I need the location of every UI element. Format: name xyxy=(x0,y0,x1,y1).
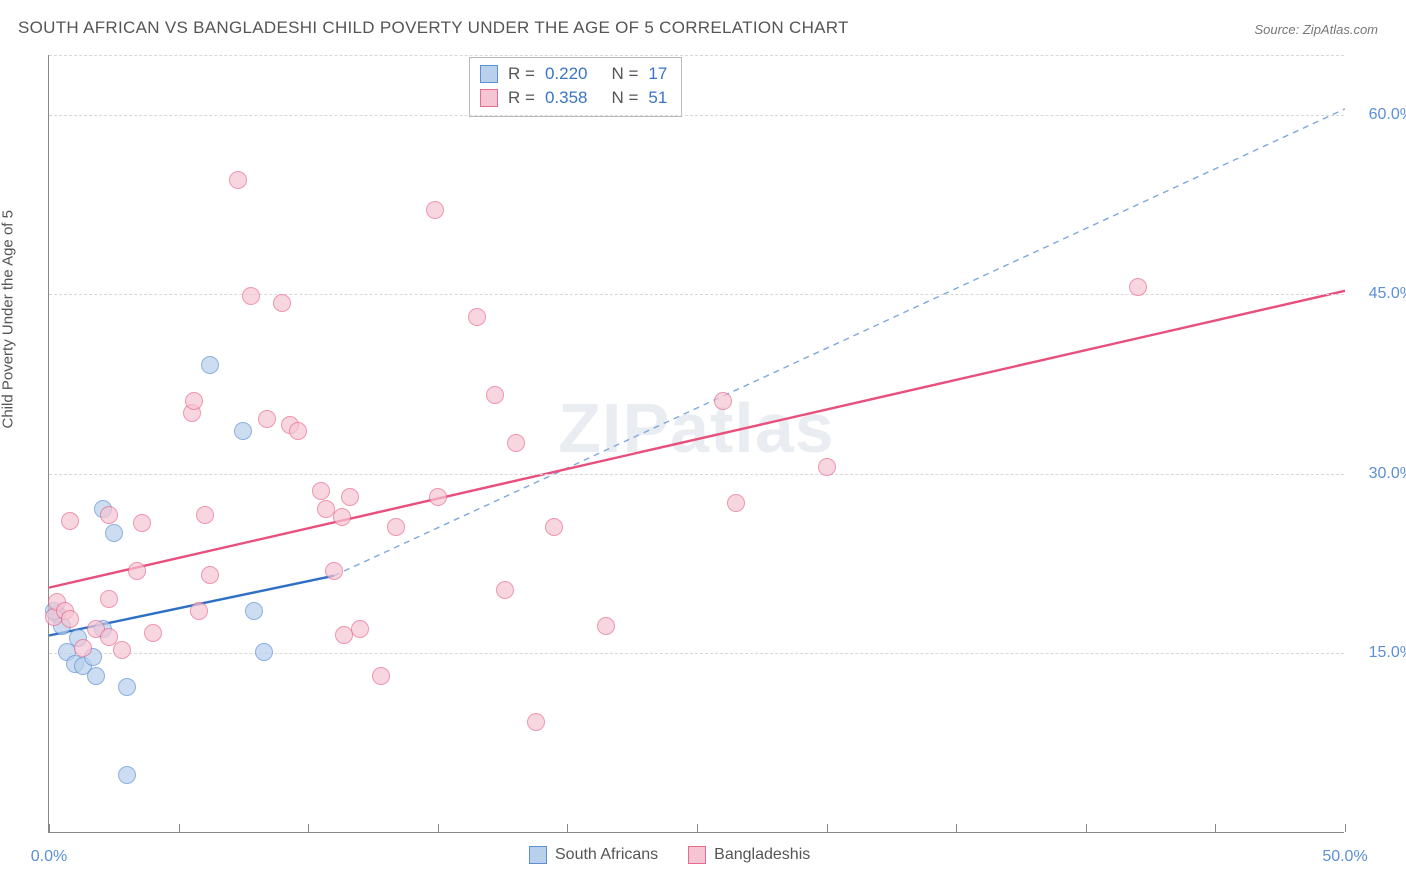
data-point xyxy=(727,494,745,512)
data-point xyxy=(312,482,330,500)
data-point xyxy=(597,617,615,635)
data-point xyxy=(545,518,563,536)
legend-item: South Africans xyxy=(529,846,658,864)
data-point xyxy=(118,678,136,696)
data-point xyxy=(100,506,118,524)
data-point xyxy=(133,514,151,532)
data-point xyxy=(100,590,118,608)
grid-line xyxy=(49,55,1344,56)
data-point xyxy=(426,201,444,219)
data-point xyxy=(118,766,136,784)
plot-area: ZIPatlas R =0.220N =17R =0.358N =51 Sout… xyxy=(48,55,1344,833)
data-point xyxy=(201,356,219,374)
data-point xyxy=(333,508,351,526)
legend-swatch xyxy=(688,846,706,864)
y-tick-label: 15.0% xyxy=(1354,644,1406,662)
data-point xyxy=(196,506,214,524)
data-point xyxy=(105,524,123,542)
y-tick-label: 30.0% xyxy=(1354,465,1406,483)
data-point xyxy=(201,566,219,584)
data-point xyxy=(325,562,343,580)
legend-label: Bangladeshis xyxy=(714,846,810,864)
data-point xyxy=(234,422,252,440)
chart-title: SOUTH AFRICAN VS BANGLADESHI CHILD POVER… xyxy=(18,18,849,38)
x-tick xyxy=(1345,824,1346,832)
data-point xyxy=(468,308,486,326)
x-tick-label: 50.0% xyxy=(1322,848,1367,866)
legend-label: South Africans xyxy=(555,846,658,864)
x-tick xyxy=(1086,824,1087,832)
data-point xyxy=(507,434,525,452)
data-point xyxy=(341,488,359,506)
legend-item: Bangladeshis xyxy=(688,846,810,864)
x-tick xyxy=(827,824,828,832)
legend-swatch xyxy=(529,846,547,864)
data-point xyxy=(255,643,273,661)
x-tick xyxy=(49,824,50,832)
data-point xyxy=(128,562,146,580)
data-point xyxy=(113,641,131,659)
corr-label: N = xyxy=(611,88,638,108)
data-point xyxy=(87,667,105,685)
data-point xyxy=(1129,278,1147,296)
data-point xyxy=(429,488,447,506)
data-point xyxy=(61,610,79,628)
y-tick-label: 45.0% xyxy=(1354,285,1406,303)
data-point xyxy=(74,639,92,657)
data-point xyxy=(258,410,276,428)
grid-line xyxy=(49,115,1344,116)
x-tick xyxy=(697,824,698,832)
grid-line xyxy=(49,474,1344,475)
y-tick-label: 60.0% xyxy=(1354,106,1406,124)
corr-n-value: 51 xyxy=(648,88,667,108)
corr-n-value: 17 xyxy=(648,64,667,84)
trend-line xyxy=(334,109,1345,576)
data-point xyxy=(714,392,732,410)
corr-r-value: 0.220 xyxy=(545,64,588,84)
corr-label: N = xyxy=(611,64,638,84)
data-point xyxy=(242,287,260,305)
corr-label: R = xyxy=(508,64,535,84)
x-tick xyxy=(567,824,568,832)
x-tick-label: 0.0% xyxy=(31,848,67,866)
x-tick xyxy=(956,824,957,832)
data-point xyxy=(61,512,79,530)
correlation-legend: R = 0.220 N = 17 R = 0.358 N = 51 xyxy=(469,57,682,117)
corr-r-value: 0.358 xyxy=(545,88,588,108)
data-point xyxy=(144,624,162,642)
source-attribution: Source: ZipAtlas.com xyxy=(1254,22,1378,37)
data-point xyxy=(486,386,504,404)
x-tick xyxy=(438,824,439,832)
data-point xyxy=(273,294,291,312)
x-tick xyxy=(308,824,309,832)
series-legend: South Africans Bangladeshis xyxy=(529,846,810,864)
grid-line xyxy=(49,653,1344,654)
data-point xyxy=(190,602,208,620)
data-point xyxy=(351,620,369,638)
chart-container: SOUTH AFRICAN VS BANGLADESHI CHILD POVER… xyxy=(0,0,1406,892)
corr-label: R = xyxy=(508,88,535,108)
x-tick xyxy=(179,824,180,832)
x-tick xyxy=(1215,824,1216,832)
data-point xyxy=(185,392,203,410)
data-point xyxy=(229,171,247,189)
data-point xyxy=(372,667,390,685)
data-point xyxy=(496,581,514,599)
data-point xyxy=(289,422,307,440)
data-point xyxy=(245,602,263,620)
y-axis-label: Child Poverty Under the Age of 5 xyxy=(0,210,17,428)
correlation-row: R = 0.220 N = 17 xyxy=(480,62,667,86)
data-point xyxy=(527,713,545,731)
data-point xyxy=(387,518,405,536)
data-point xyxy=(818,458,836,476)
correlation-row: R = 0.358 N = 51 xyxy=(480,86,667,110)
legend-swatch xyxy=(480,65,498,83)
legend-swatch xyxy=(480,89,498,107)
